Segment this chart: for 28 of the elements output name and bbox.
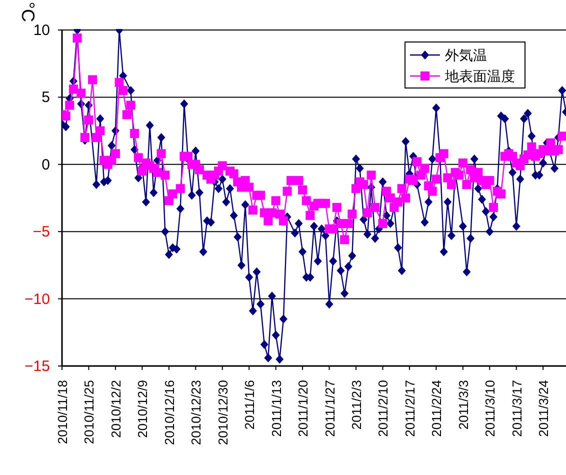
x-tick-label: 2011/1/27 [322,380,338,437]
x-tick-label: 2011/3/17 [509,380,524,437]
y-tick-label: −15 [24,358,50,375]
x-tick-label: 2010/12/9 [135,380,150,438]
y-tick-label: −5 [32,224,50,241]
x-tick-label: 2011/3/24 [536,380,552,437]
legend-label: 地表面温度 [444,68,515,84]
x-tick-label: 2011/2/17 [402,380,418,437]
x-tick-label: 2011/1/6 [242,380,258,430]
x-tick-label: 2010/12/23 [188,380,204,446]
x-tick-label: 2011/3/3 [456,380,471,430]
x-tick-label: 2011/1/13 [268,380,284,437]
x-tick-label: 2010/12/30 [215,380,230,446]
x-tick-label: 2011/3/10 [482,380,498,437]
y-tick-label: 5 [42,89,50,106]
x-tick-label: 2011/2/24 [429,380,444,437]
legend-label: 外気温 [445,47,487,63]
x-tick-label: 2010/11/25 [82,380,97,444]
y-axis-title: °C [18,2,38,22]
x-tick-label: 2010/12/2 [108,380,124,438]
x-tick-label: 2011/2/10 [376,380,391,437]
y-tick-label: 10 [33,22,50,39]
x-tick-label: 2010/11/18 [55,380,70,444]
x-tick-label: 2011/2/3 [349,380,364,430]
x-tick-label: 2011/1/20 [296,380,311,437]
x-tick-label: 2010/12/16 [162,380,177,446]
y-tick-label: −10 [24,290,50,308]
y-tick-label: 0 [42,156,50,174]
